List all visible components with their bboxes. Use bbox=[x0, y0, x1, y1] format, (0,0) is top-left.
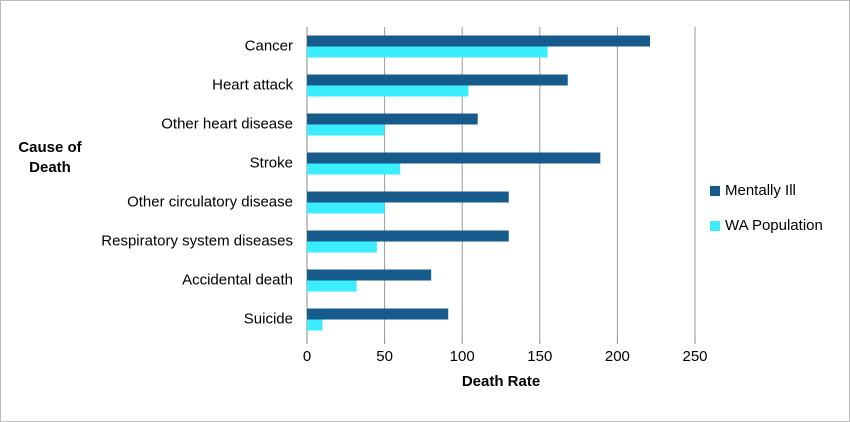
y-tick-label: Cancer bbox=[245, 37, 293, 54]
y-tick-label: Accidental death bbox=[182, 271, 293, 288]
y-tick-label: Respiratory system diseases bbox=[101, 232, 293, 249]
bar bbox=[307, 124, 385, 136]
bar bbox=[307, 241, 377, 253]
x-axis-title: Death Rate bbox=[462, 373, 540, 390]
bar bbox=[307, 269, 432, 281]
x-tick-label: 0 bbox=[303, 348, 311, 365]
bar bbox=[307, 113, 478, 125]
legend-swatch bbox=[710, 221, 720, 231]
bar bbox=[307, 152, 601, 164]
y-tick-label: Other heart disease bbox=[161, 115, 293, 132]
bar bbox=[307, 319, 323, 331]
bar bbox=[307, 163, 401, 175]
legend-swatch bbox=[710, 186, 720, 196]
bar bbox=[307, 202, 385, 214]
x-tick-label: 50 bbox=[376, 348, 393, 365]
x-tick-label: 150 bbox=[527, 348, 552, 365]
x-tick-label: 200 bbox=[605, 348, 630, 365]
y-tick-label: Suicide bbox=[244, 310, 293, 327]
bar bbox=[307, 74, 568, 86]
bar bbox=[307, 230, 509, 242]
bar bbox=[307, 280, 357, 292]
x-tick-label: 250 bbox=[682, 348, 707, 365]
y-tick-label: Other circulatory disease bbox=[127, 193, 293, 210]
x-tick-label: 100 bbox=[450, 348, 475, 365]
bar bbox=[307, 46, 548, 58]
y-tick-label: Heart attack bbox=[212, 76, 293, 93]
y-tick-label: Stroke bbox=[250, 154, 293, 171]
bar bbox=[307, 191, 509, 203]
y-axis-title: Cause of Death bbox=[18, 139, 82, 176]
legend-label: Mentally Ill bbox=[725, 182, 796, 199]
bar bbox=[307, 35, 650, 47]
bar bbox=[307, 308, 449, 320]
bar bbox=[307, 85, 469, 97]
legend-label: WA Population bbox=[725, 217, 823, 234]
